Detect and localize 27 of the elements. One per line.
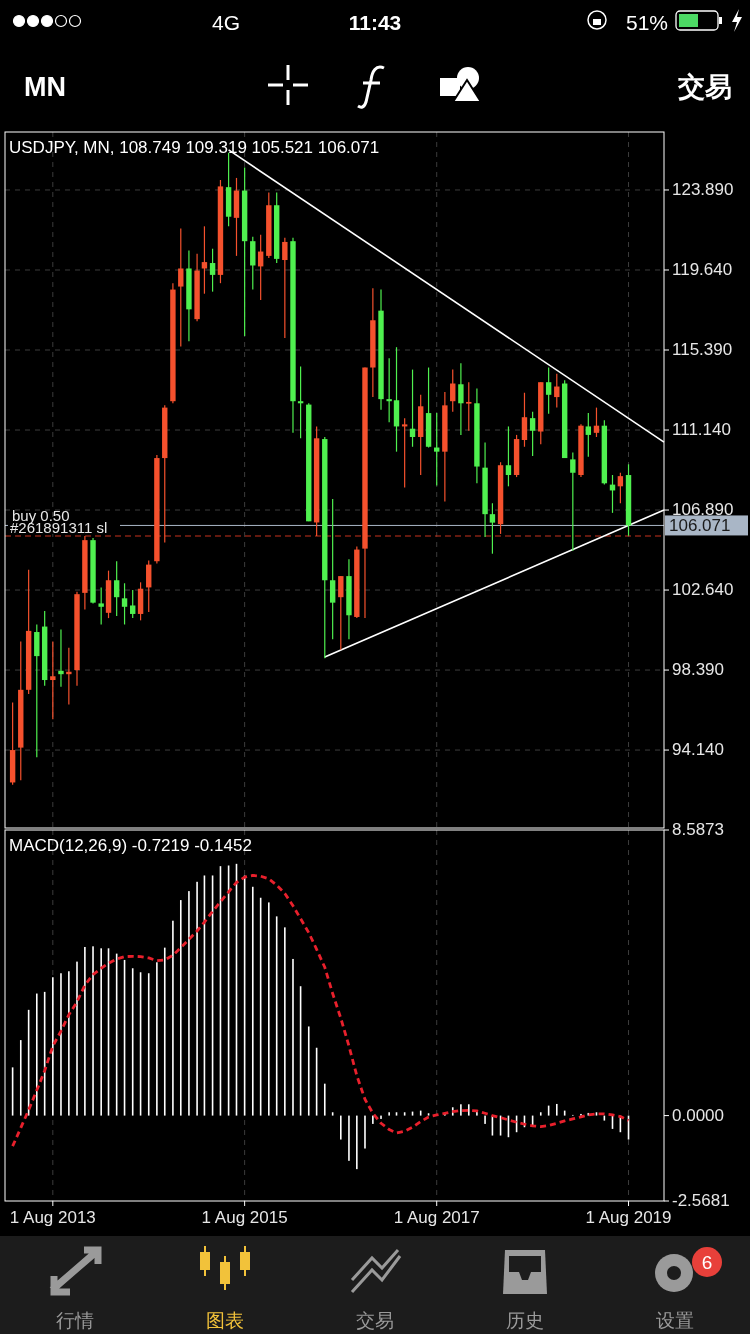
y-tick-label: 0.0000 bbox=[672, 1105, 724, 1125]
chart-title: MACD(12,26,9) -0.7219 -0.1452 bbox=[9, 836, 252, 855]
text: 图表 bbox=[206, 1310, 244, 1331]
y-tick-label: 119.640 bbox=[672, 260, 733, 279]
y-tick-label: 123.890 bbox=[672, 179, 734, 199]
y-tick-label: 8.5873 bbox=[672, 820, 724, 839]
x-tick-label: 1 Aug 2019 bbox=[585, 1208, 672, 1227]
x-tick-label: 1 Aug 2013 bbox=[9, 1208, 96, 1227]
text: MN bbox=[24, 72, 66, 102]
chart-title: USDJPY, MN, 108.749 109.319 105.521 106.071 bbox=[9, 138, 380, 157]
y-tick-label: -2.5681 bbox=[672, 1191, 730, 1210]
y-tick-label: 94.140 bbox=[672, 740, 724, 760]
x-tick-label: 1 Aug 2017 bbox=[393, 1208, 480, 1227]
text: 51% bbox=[625, 11, 668, 34]
y-tick-label: 111.140 bbox=[672, 420, 731, 440]
y-tick-label: 102.640 bbox=[672, 580, 734, 600]
x-tick-label: 1 Aug 2015 bbox=[201, 1208, 288, 1227]
text: 交易 bbox=[356, 1310, 394, 1331]
text: 交易 bbox=[677, 72, 732, 102]
y-tick-label: 115.390 bbox=[672, 340, 733, 360]
y-tick-label: 98.390 bbox=[672, 660, 724, 680]
text: 6 bbox=[701, 1252, 713, 1273]
text: 行情 bbox=[56, 1310, 94, 1331]
text: 设置 bbox=[656, 1310, 694, 1331]
text: 历史 bbox=[506, 1310, 544, 1331]
text: 11:43 bbox=[348, 11, 402, 34]
text: 4G bbox=[212, 11, 241, 34]
